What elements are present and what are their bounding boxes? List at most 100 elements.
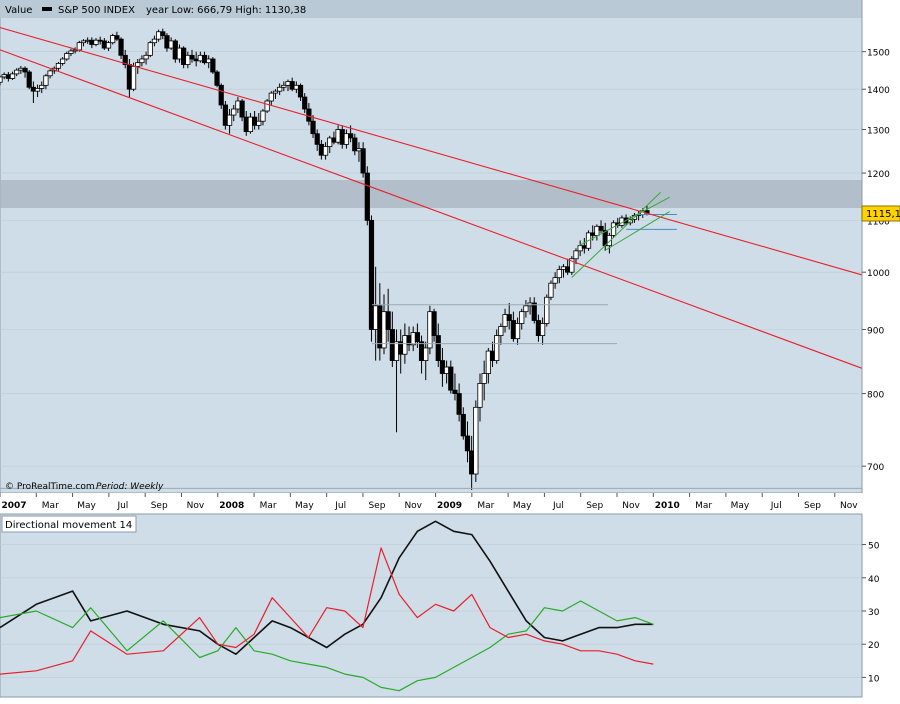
candle-body [594,225,600,236]
candle-body [218,84,224,106]
candle [556,265,562,284]
candle [548,280,554,301]
candle-body [14,69,20,75]
candle [423,341,429,381]
candle-body [310,120,316,135]
candle [118,37,124,59]
time-tick-label: 2010 [655,501,680,511]
candle-body [85,39,91,42]
candle-body [239,100,245,118]
candle-body [322,146,329,156]
candle [598,220,604,233]
candle [272,89,279,100]
candle-body [143,54,149,60]
time-axis-ticks: 2007 Mar May Jul Sep Nov 2008 Mar May Jul Sep Nov 20… [0,493,858,511]
last-price-tag: 1115,10 [861,205,900,222]
candle-body [373,305,379,330]
candle-body [114,35,120,40]
candle [264,99,270,114]
candle [55,61,62,71]
indicator-panel [0,513,863,698]
candle-body [523,305,529,313]
candle [364,166,370,226]
price-tick-label: 1500 [867,49,890,59]
candle [214,70,220,88]
candle [64,51,70,61]
time-tick-label: Sep [151,501,168,511]
price-tick-label: 1000 [867,269,890,279]
candle [222,100,228,130]
candle [231,104,237,122]
credit-text: © ProRealTime.com [5,482,95,492]
candle [210,57,216,74]
candle-body [610,222,617,236]
candle [302,93,308,114]
candle-body [573,250,579,260]
price-gridlines [0,51,862,467]
candle [122,49,128,69]
time-tick-label: Jul [552,501,564,511]
candle [481,360,487,401]
candle [130,62,137,92]
candle-body [9,73,16,79]
candle-body [39,84,45,89]
candle-body [101,40,107,49]
candle [43,73,49,90]
price-tick-label: 1400 [867,86,890,96]
time-tick-label: May [513,501,532,511]
time-tick-label: Sep [804,501,821,511]
candle-body [210,58,216,73]
candle-body [535,320,542,336]
candle-body [122,54,128,65]
technical-overlays [0,27,863,489]
indicator-axis [862,514,900,697]
candle-body [427,311,433,349]
candle [514,317,521,345]
candle [9,71,16,80]
candle-body [176,47,183,60]
candle [544,294,550,327]
candle-body [540,323,546,336]
trend-channel-line [0,49,863,369]
trend-channel-line [0,27,863,276]
price-tick-label: 1200 [867,170,890,180]
indicator-gridlines [0,544,862,678]
candle-body [318,143,324,156]
candle-body [360,148,366,174]
candle-body [519,311,525,324]
candle-body [30,86,36,92]
price-header-bar [0,0,862,18]
candle-body [423,347,429,361]
time-tick-label: 2009 [437,501,462,511]
candle-body [302,96,308,110]
candle-body [93,39,99,45]
resistance-band [0,180,862,208]
last-price-tag-box [861,205,900,222]
candle [218,83,224,109]
candle-body [55,63,62,69]
candle-body [606,235,612,247]
wedge-line [571,192,661,279]
candle [47,69,53,79]
candle-body [435,335,441,361]
candle-body [285,81,291,86]
candle-body [393,341,400,361]
candle [573,248,579,265]
candle-body [452,389,458,394]
candle [172,39,178,63]
indicator-line-adx [0,520,654,656]
candle-body [256,120,262,126]
candle-body [126,64,132,90]
candle [435,323,441,368]
time-tick-label: Jul [334,501,346,511]
candle [368,215,375,342]
candle [360,142,366,178]
candle-body [110,35,116,44]
candle-body [193,58,199,62]
candle-body [469,450,475,475]
candle [110,33,116,45]
candle-body [348,133,354,139]
candle-body [339,129,345,145]
time-tick-label: Mar [260,501,277,511]
